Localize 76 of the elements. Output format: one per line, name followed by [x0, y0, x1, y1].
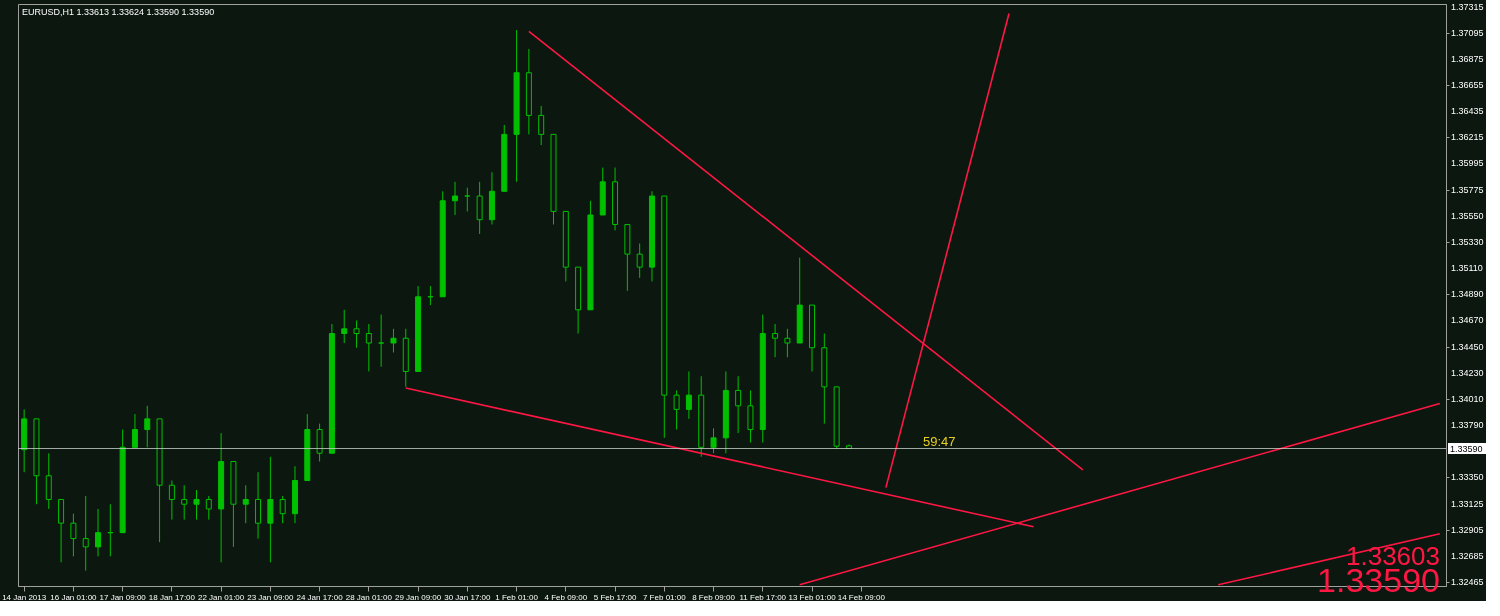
candlestick [279, 495, 286, 524]
y-tick-label: 1.36875 [1451, 54, 1484, 65]
candlestick [193, 489, 200, 521]
y-tick-label: 1.34450 [1451, 341, 1484, 352]
candlestick [747, 389, 754, 444]
candlestick [636, 242, 643, 279]
x-tick-label: 11 Feb 17:00 [739, 592, 787, 602]
candlestick [772, 323, 779, 358]
candlestick [538, 105, 545, 146]
candlestick [685, 370, 692, 420]
candlestick [452, 181, 459, 216]
candlestick [205, 495, 212, 521]
candlestick [58, 498, 65, 563]
candlestick [710, 427, 717, 454]
y-tick-label: 1.36655 [1451, 80, 1484, 91]
ref-line-label: 1.33590 [1450, 443, 1483, 454]
y-tick-label: 1.35995 [1451, 158, 1484, 169]
y-tick-label: 1.34670 [1451, 315, 1484, 326]
x-tick-label: 16 Jan 01:00 [50, 592, 98, 602]
x-tick-label: 14 Jan 2013 [2, 592, 47, 602]
candlestick [464, 187, 471, 212]
candlestick [255, 471, 262, 540]
x-tick-label: 5 Feb 17:00 [593, 592, 637, 602]
x-tick-label: 1 Feb 01:00 [495, 592, 539, 602]
x-tick-label: 17 Jan 09:00 [99, 592, 147, 602]
y-tick-label: 1.32685 [1451, 550, 1484, 561]
x-tick-label: 28 Jan 01:00 [345, 592, 393, 602]
candlestick [168, 480, 175, 521]
y-tick-label: 1.35775 [1451, 184, 1484, 195]
candlestick [341, 309, 348, 344]
y-tick-label: 1.32905 [1451, 524, 1484, 535]
y-tick-label: 1.32465 [1451, 576, 1484, 587]
x-tick-label: 22 Jan 01:00 [197, 592, 245, 602]
candlestick [316, 423, 323, 463]
x-tick-label: 14 Feb 09:00 [837, 592, 886, 602]
y-tick-label: 1.35110 [1451, 263, 1483, 274]
candlestick [365, 323, 372, 372]
candlestick [144, 405, 151, 448]
x-tick-label: 30 Jan 17:00 [444, 592, 492, 602]
candlestick [131, 413, 138, 448]
candlestick [390, 328, 397, 353]
candlestick [45, 452, 52, 510]
candlestick [95, 508, 102, 557]
x-tick-label: 13 Feb 01:00 [788, 592, 837, 602]
candlestick [353, 319, 360, 349]
candlestick [378, 314, 385, 368]
candlestick [476, 181, 483, 235]
y-tick-label: 1.35330 [1451, 237, 1484, 248]
x-tick-label: 8 Feb 09:00 [692, 592, 736, 602]
x-tick-label: 18 Jan 17:00 [148, 592, 196, 602]
x-tick-label: 23 Jan 09:00 [247, 592, 295, 602]
candlestick [673, 389, 680, 431]
candlestick [70, 513, 77, 557]
y-tick-label: 1.37095 [1451, 28, 1484, 39]
candlestick [735, 375, 742, 434]
annotation: 59:47 [923, 434, 956, 449]
y-tick-label: 1.34010 [1451, 393, 1484, 404]
x-tick-label: 4 Feb 09:00 [544, 592, 588, 602]
y-tick-label: 1.33125 [1451, 498, 1484, 509]
x-tick-label: 29 Jan 09:00 [394, 592, 442, 602]
x-tick-label: 24 Jan 17:00 [296, 592, 344, 602]
x-tick-label: 7 Feb 01:00 [642, 592, 687, 602]
y-tick-label: 1.36215 [1451, 132, 1484, 143]
candlestick [267, 456, 274, 563]
y-tick-label: 1.36435 [1451, 106, 1484, 117]
y-tick-label: 1.34230 [1451, 367, 1484, 378]
candlestick [242, 484, 249, 524]
chart-title: EURUSD,H1 1.33613 1.33624 1.33590 1.33590 [22, 7, 215, 17]
y-tick-label: 1.33790 [1451, 419, 1484, 430]
y-tick-label: 1.34890 [1451, 289, 1484, 300]
y-tick-label: 1.35550 [1451, 211, 1484, 222]
candlestick [82, 495, 89, 572]
y-tick-label: 1.33350 [1451, 471, 1484, 482]
candlestick [784, 328, 791, 358]
candlestick [181, 484, 188, 521]
y-tick-label: 1.37315 [1451, 1, 1484, 12]
